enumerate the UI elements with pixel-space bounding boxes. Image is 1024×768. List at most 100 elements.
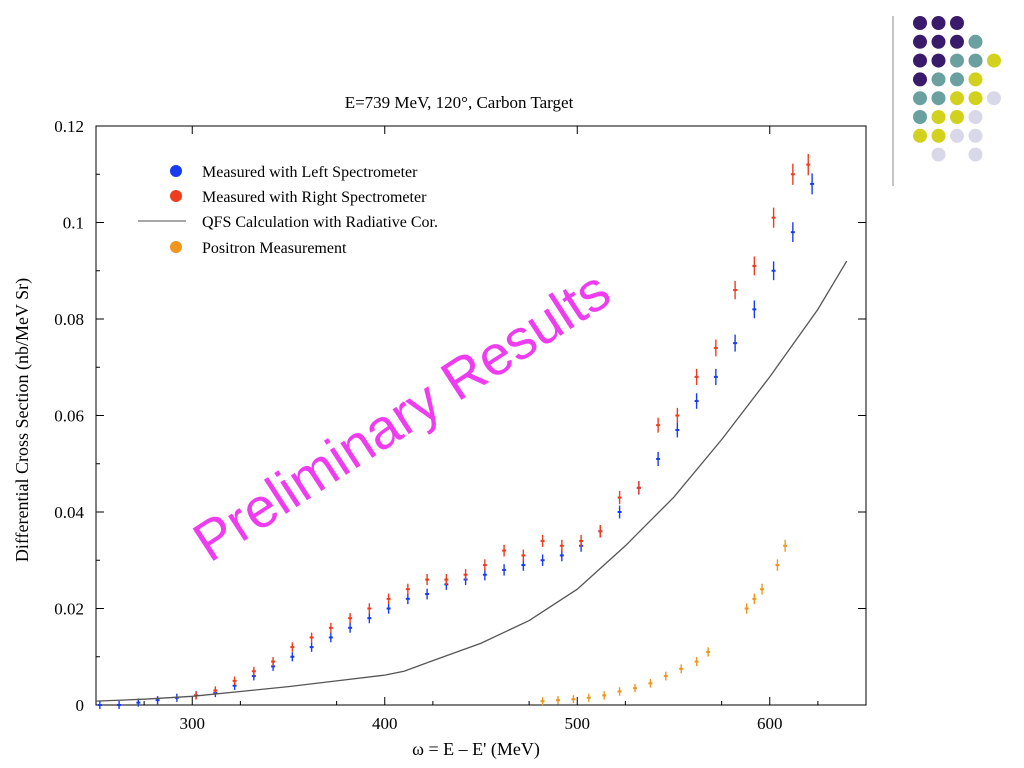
data-point [271, 660, 276, 663]
legend-marker-positron [170, 241, 182, 253]
deco-dot [950, 128, 964, 143]
data-point [752, 264, 757, 267]
deco-dot [950, 110, 964, 124]
data-point [425, 578, 430, 581]
data-point [694, 400, 699, 403]
deco-dot [968, 72, 983, 87]
data-point [598, 530, 603, 533]
data-point [648, 682, 653, 685]
data-point [97, 704, 102, 706]
data-point [752, 597, 757, 600]
deco-dot [913, 16, 927, 30]
deco-dot [987, 91, 1001, 106]
deco-dot [987, 53, 1001, 68]
data-point [213, 689, 218, 692]
data-point [679, 667, 684, 670]
deco-dot [913, 53, 927, 68]
data-point [251, 675, 256, 678]
y-tick-label: 0.08 [54, 310, 84, 329]
deco-dot [950, 34, 964, 49]
data-point [328, 626, 333, 629]
data-point [636, 486, 641, 489]
deco-dot [968, 91, 983, 106]
data-point [444, 578, 449, 581]
data-point [775, 564, 780, 567]
data-point [309, 636, 314, 639]
data-point [733, 289, 738, 292]
data-point [617, 496, 622, 499]
deco-dot [931, 16, 946, 30]
deco-dot [950, 53, 964, 68]
data-point [713, 375, 718, 378]
deco-dot [913, 91, 927, 106]
data-point [290, 655, 295, 658]
data-point [706, 650, 711, 653]
legend-label-positron: Positron Measurement [202, 240, 347, 257]
deco-dot [931, 34, 946, 49]
data-point [117, 704, 122, 706]
legend: Measured with Left Spectrometer Measured… [138, 164, 438, 257]
data-point [232, 679, 237, 682]
data-point [602, 694, 607, 697]
deco-dot [913, 34, 927, 49]
deco-dot [931, 128, 946, 143]
data-point [328, 636, 333, 639]
data-point [367, 607, 372, 610]
data-point [744, 607, 749, 610]
data-point [656, 457, 661, 460]
data-point [586, 696, 591, 699]
data-point [521, 554, 526, 557]
data-point [617, 690, 622, 693]
qfs-curve [95, 260, 848, 702]
series-3 [540, 539, 788, 706]
deco-dot [968, 128, 983, 143]
deco-dot [968, 53, 983, 68]
data-point [540, 539, 545, 542]
legend-marker-left [170, 165, 182, 177]
data-point [617, 511, 622, 513]
data-point [675, 414, 680, 417]
y-axis-ticks: 0 0.02 0.04 0.06 0.08 0.1 0.12 [54, 117, 866, 715]
data-point [559, 544, 564, 547]
data-point [271, 665, 276, 668]
data-point [502, 568, 507, 571]
y-tick-label: 0.06 [54, 407, 84, 426]
data-point [790, 173, 795, 176]
x-axis-ticks: 300 400 500 600 [143, 126, 819, 733]
data-point [771, 216, 776, 219]
data-point [694, 375, 699, 378]
slide-decoration [892, 16, 1001, 186]
deco-dot [968, 147, 983, 162]
data-point [713, 346, 718, 349]
data-point [806, 163, 811, 166]
deco-dot [950, 91, 964, 106]
deco-dot [931, 72, 946, 87]
series-layer [95, 153, 848, 709]
data-point [463, 573, 468, 576]
legend-label-qfs: QFS Calculation with Radiative Cor. [202, 214, 438, 231]
data-point [348, 617, 353, 620]
deco-dot [931, 110, 946, 124]
data-point [556, 699, 560, 702]
series-1 [194, 153, 811, 700]
data-point [502, 549, 507, 552]
data-point [656, 424, 661, 427]
data-point [232, 684, 237, 687]
chart-title: E=739 MeV, 120°, Carbon Target [345, 93, 574, 112]
data-point [663, 675, 668, 678]
data-point [251, 670, 256, 673]
data-point [405, 597, 410, 600]
legend-label-right: Measured with Right Spectrometer [202, 189, 427, 206]
x-tick-label: 500 [565, 714, 591, 733]
data-point [571, 698, 576, 701]
data-point [482, 573, 487, 576]
data-point [425, 593, 430, 596]
data-point [155, 699, 160, 702]
y-tick-label: 0.12 [54, 117, 84, 136]
dot-grid [913, 16, 1001, 162]
data-point [386, 597, 391, 600]
data-point [482, 564, 487, 567]
deco-dot [950, 72, 964, 87]
data-point [559, 554, 564, 557]
data-point [405, 588, 410, 591]
